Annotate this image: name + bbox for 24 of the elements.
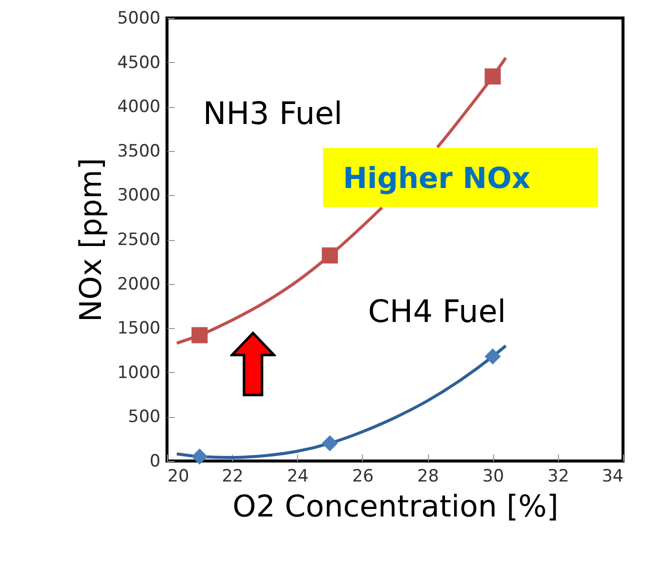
y-axis-title: NOx [ppm] — [74, 158, 110, 322]
x-tick-label: 22 — [222, 466, 244, 486]
y-tick-label: 500 — [128, 407, 160, 428]
x-tick-label: 24 — [286, 466, 309, 486]
x-tick-label: 28 — [417, 466, 439, 486]
x-tick-label: 34 — [602, 466, 624, 486]
y-tick-label: 5000 — [117, 8, 160, 28]
y-tick-label: 1000 — [117, 362, 160, 383]
y-tick-label: 3500 — [117, 141, 160, 162]
y-tick-label: 2000 — [117, 274, 160, 294]
y-tick-label: 3000 — [117, 186, 160, 206]
y-tick-label: 1500 — [117, 318, 160, 339]
y-tick-label: 4000 — [117, 97, 160, 118]
annotation: NH3 Fuel — [203, 96, 343, 132]
y-tick-label: 2500 — [117, 230, 160, 250]
annotation: Higher NOx — [343, 161, 531, 195]
annotation: CH4 Fuel — [368, 294, 506, 330]
x-tick-label: 32 — [548, 466, 570, 486]
x-tick-label: 30 — [482, 466, 504, 486]
y-tick-label: 4500 — [117, 52, 160, 73]
y-tick-label: 0 — [150, 452, 160, 472]
x-tick-label: 20 — [168, 466, 190, 486]
x-axis-title: O2 Concentration [%] — [232, 490, 558, 524]
x-tick-label: 26 — [352, 466, 374, 486]
